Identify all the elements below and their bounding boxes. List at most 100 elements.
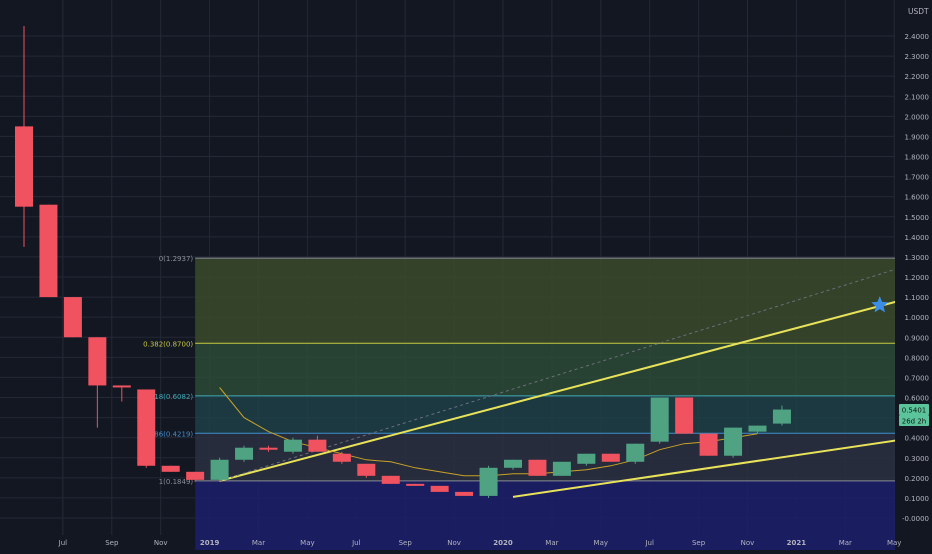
price-tick-label: -0.0000 xyxy=(902,515,929,523)
price-tick-label: 2.1000 xyxy=(905,93,930,101)
price-tick-label: 2.2000 xyxy=(905,73,930,81)
time-tick-label: 2020 xyxy=(493,539,513,547)
candle[interactable] xyxy=(552,461,571,476)
price-label-text: 0.5401 xyxy=(902,407,927,415)
price-tick-label: 1.8000 xyxy=(905,154,930,162)
candle[interactable] xyxy=(748,425,767,434)
candle-body xyxy=(724,427,743,456)
candle[interactable] xyxy=(577,453,596,466)
candle[interactable] xyxy=(381,475,400,484)
candle[interactable] xyxy=(724,427,743,458)
price-tick-label: 2.0000 xyxy=(905,113,930,121)
candle[interactable] xyxy=(210,457,229,482)
fibonacci-retracement[interactable]: 0(1.2937) 0.382(0.8700) 0.618(0.6082) 0.786… xyxy=(143,255,917,550)
star-icon[interactable] xyxy=(871,296,889,313)
candle-body xyxy=(626,443,645,462)
candle[interactable] xyxy=(430,485,449,492)
price-axis[interactable]: USDT 2.4000 2.3000 2.2000 2.1000 2.0000 1.900… xyxy=(895,0,932,550)
price-label-box xyxy=(899,404,929,416)
candle-body xyxy=(308,439,327,452)
candle-body xyxy=(675,397,694,434)
trendline[interactable] xyxy=(512,434,929,498)
candle[interactable] xyxy=(455,491,474,496)
candle[interactable] xyxy=(772,405,791,426)
candle-body xyxy=(650,397,669,442)
candle-body xyxy=(772,409,791,424)
candle-body xyxy=(479,467,498,496)
price-tick-label: 1.4000 xyxy=(905,234,930,242)
fib-trend-dashed-line[interactable] xyxy=(219,258,929,482)
fib-level-label: 0.786(0.4219) xyxy=(143,430,193,438)
time-tick-label: 2019 xyxy=(200,539,220,547)
fib-level-label: 0.382(0.8700) xyxy=(143,340,193,348)
price-labels: 0.5401 26d 2h xyxy=(899,404,929,427)
candle-body xyxy=(283,439,302,452)
time-axis[interactable]: Jul Sep Nov 2019 Mar May Jul Sep Nov 2020 Mar May Ju… xyxy=(58,539,902,547)
candle[interactable] xyxy=(504,459,522,470)
candle[interactable] xyxy=(15,25,33,247)
candle[interactable] xyxy=(186,471,205,482)
candle[interactable] xyxy=(479,465,498,498)
time-tick-label: Mar xyxy=(545,539,558,547)
price-tick-label: 2.4000 xyxy=(905,33,930,41)
candle[interactable] xyxy=(308,435,327,452)
candle-body xyxy=(430,485,449,492)
candle[interactable] xyxy=(63,297,82,338)
candle[interactable] xyxy=(88,337,107,428)
candle[interactable] xyxy=(137,389,156,468)
price-tick-label: 1.3000 xyxy=(905,254,930,262)
price-axis-background xyxy=(895,0,932,550)
candle[interactable] xyxy=(406,483,425,486)
price-tick-label: 0.7000 xyxy=(905,374,930,382)
candle-body xyxy=(748,425,767,432)
candle[interactable] xyxy=(259,445,278,452)
candle[interactable] xyxy=(235,445,254,462)
time-tick-label: Mar xyxy=(839,539,852,547)
candle[interactable] xyxy=(357,463,376,478)
price-tick-label: 0.1000 xyxy=(905,495,930,503)
candle-body xyxy=(63,297,82,338)
candle-body xyxy=(15,126,33,207)
time-tick-label: Nov xyxy=(154,539,168,547)
time-tick-label: May xyxy=(594,539,608,547)
candle-body xyxy=(259,447,278,450)
price-tick-label: 1.6000 xyxy=(905,194,930,202)
trendlines[interactable] xyxy=(219,258,929,498)
currency-label: USDT xyxy=(908,7,929,16)
time-tick-label: Nov xyxy=(447,539,461,547)
time-tick-label: Sep xyxy=(692,539,706,547)
candle-body xyxy=(504,459,522,468)
time-tick-label: Jul xyxy=(58,539,68,547)
price-tick-label: 1.1000 xyxy=(905,294,930,302)
candle[interactable] xyxy=(528,459,547,476)
candle-body xyxy=(699,433,718,456)
candle-body xyxy=(601,453,620,462)
candle[interactable] xyxy=(650,397,669,444)
candle-body xyxy=(357,463,376,476)
trendline[interactable] xyxy=(219,292,929,482)
time-tick-label: Sep xyxy=(399,539,413,547)
candle[interactable] xyxy=(601,453,620,462)
candle[interactable] xyxy=(161,465,180,472)
time-tick-label: Jul xyxy=(644,539,654,547)
fib-zone xyxy=(195,343,917,396)
candle[interactable] xyxy=(112,385,131,402)
candle[interactable] xyxy=(39,204,58,298)
candle[interactable] xyxy=(699,433,718,456)
candle[interactable] xyxy=(626,443,645,464)
candle[interactable] xyxy=(283,437,302,454)
price-tick-label: 1.2000 xyxy=(905,274,930,282)
fib-zone xyxy=(195,480,917,550)
price-label-box xyxy=(899,415,929,427)
target-marker[interactable] xyxy=(871,296,889,313)
price-tick-label: 0.2000 xyxy=(905,475,930,483)
fib-zone xyxy=(195,258,917,344)
candlesticks[interactable] xyxy=(15,25,791,498)
candle-body xyxy=(552,461,571,476)
fib-zone xyxy=(195,395,917,434)
candle-body xyxy=(235,447,254,460)
candle[interactable] xyxy=(675,397,694,434)
candle[interactable] xyxy=(332,451,351,464)
